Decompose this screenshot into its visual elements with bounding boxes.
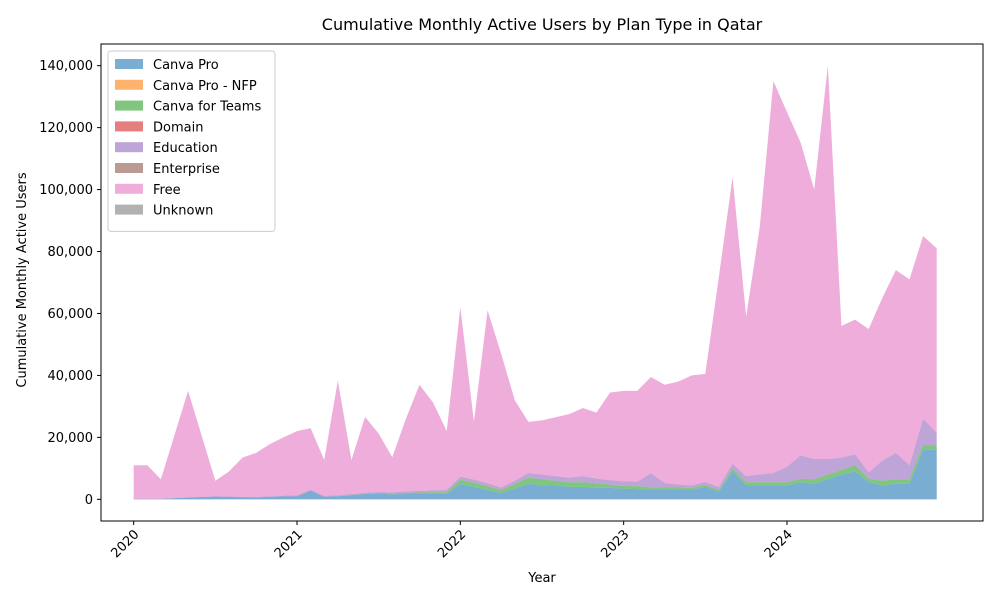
y-tick-label: 40,000: [48, 369, 94, 384]
legend-swatch: [115, 79, 143, 90]
y-tick-label: 60,000: [48, 307, 94, 322]
legend-label: Enterprise: [153, 162, 220, 177]
area-series-canva-pro: [133, 449, 937, 500]
y-tick-label: 140,000: [39, 59, 93, 74]
plot-frame: [100, 43, 984, 522]
legend-swatch: [115, 183, 143, 194]
legend-swatch: [115, 142, 143, 153]
x-tick-label: 2021: [272, 527, 306, 561]
y-tick-label: 80,000: [48, 245, 94, 260]
legend-label: Canva Pro: [153, 58, 219, 73]
legend-label: Domain: [153, 120, 203, 135]
areas-layer: [133, 65, 937, 500]
legend-box: [107, 50, 276, 232]
y-axis: 0 20,000 40,000 60,000 80,000 100,000 120,000 1…: [39, 59, 101, 508]
y-tick-label: 20,000: [48, 431, 94, 446]
area-series-free: [133, 65, 937, 499]
y-tick-label: 100,000: [39, 183, 93, 198]
x-tick-label: 2023: [598, 527, 632, 561]
legend: Canva Pro Canva Pro - NFP Canva for Teams D…: [107, 50, 276, 232]
legend-label: Education: [153, 141, 218, 156]
y-tick-label: 120,000: [39, 121, 93, 136]
x-tick-label: 2022: [435, 527, 469, 561]
x-tick-label: 2020: [108, 527, 142, 561]
legend-swatch: [115, 204, 143, 215]
legend-label: Canva for Teams: [153, 100, 261, 115]
legend-swatch: [115, 121, 143, 132]
y-tick-label: 0: [85, 493, 93, 508]
y-axis-title: Cumulative Monthly Active Users: [15, 172, 30, 387]
legend-swatch: [115, 59, 143, 69]
chart-title: Cumulative Monthly Active Users by Plan …: [322, 15, 763, 34]
x-axis-title: Year: [527, 571, 556, 586]
legend-swatch: [115, 100, 143, 111]
x-tick-label: 2024: [762, 527, 796, 561]
legend-label: Free: [153, 183, 181, 198]
legend-label: Unknown: [153, 204, 213, 219]
legend-swatch: [115, 163, 143, 173]
legend-label: Canva Pro - NFP: [153, 79, 257, 94]
x-axis: 2020 2021 2022 2023 2024: [108, 521, 796, 561]
